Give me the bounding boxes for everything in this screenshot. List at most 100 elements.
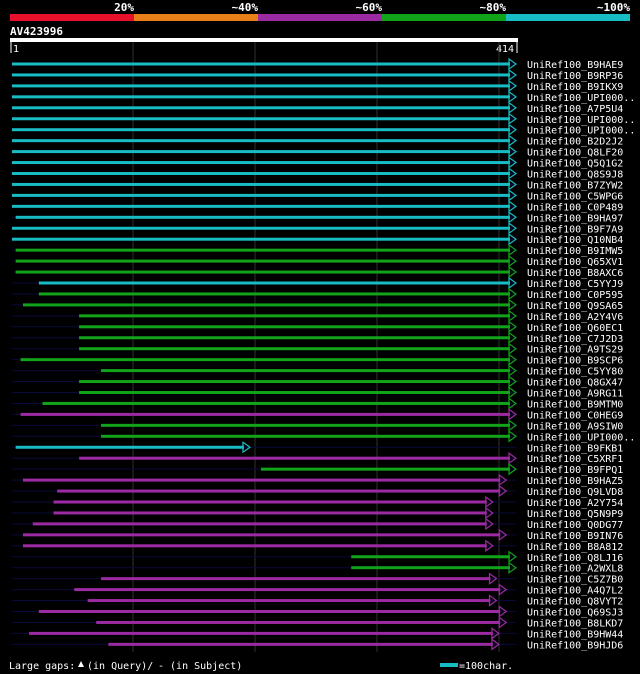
hit-alignment-bar[interactable] — [101, 423, 510, 427]
hit-label[interactable]: UniRef100_C5XRF1 — [527, 454, 623, 465]
hit-label[interactable]: UniRef100_B8LKD7 — [527, 618, 623, 629]
hit-row[interactable]: UniRef100_B9IMW5 — [12, 243, 623, 257]
hit-label[interactable]: UniRef100_C0HEG9 — [527, 410, 623, 421]
hit-label[interactable]: UniRef100_B2D2J2 — [527, 137, 623, 148]
hit-label[interactable]: UniRef100_C5Z7B0 — [527, 575, 623, 586]
hit-alignment-bar[interactable] — [12, 226, 510, 230]
hit-label[interactable]: UniRef100_B8AXC6 — [527, 268, 623, 279]
hit-label[interactable]: UniRef100_B9HW44 — [527, 629, 623, 640]
hit-alignment-bar[interactable] — [12, 106, 510, 110]
hit-row[interactable]: UniRef100_B7ZYW2 — [12, 178, 623, 191]
hit-row[interactable]: UniRef100_B9FKB1 — [12, 441, 623, 454]
hit-row[interactable]: UniRef100_Q8GX47 — [12, 375, 623, 389]
hit-row[interactable]: UniRef100_Q8S9J8 — [12, 167, 623, 181]
hit-alignment-bar[interactable] — [108, 642, 493, 646]
hit-row[interactable]: UniRef100_Q8VYT2 — [12, 594, 623, 608]
hit-row[interactable]: UniRef100_Q69SJ3 — [12, 605, 623, 619]
hit-row[interactable]: UniRef100_Q0DG77 — [12, 517, 623, 531]
hit-row[interactable]: UniRef100_C0HEG9 — [12, 408, 623, 421]
hit-alignment-bar[interactable] — [351, 566, 510, 570]
hit-label[interactable]: UniRef100_B9HAE9 — [527, 60, 623, 71]
hit-label[interactable]: UniRef100_Q69SJ3 — [527, 608, 623, 619]
hit-alignment-bar[interactable] — [32, 522, 487, 526]
hit-label[interactable]: UniRef100_Q60EC1 — [527, 323, 623, 334]
hit-alignment-bar[interactable] — [15, 259, 511, 263]
hit-alignment-bar[interactable] — [87, 599, 491, 603]
hit-alignment-bar[interactable] — [74, 588, 501, 592]
hit-alignment-bar[interactable] — [79, 325, 510, 329]
hit-row[interactable]: UniRef100_Q10NB4 — [12, 233, 623, 246]
hit-row[interactable]: UniRef100_B8LKD7 — [12, 616, 623, 629]
hit-alignment-bar[interactable] — [260, 467, 510, 471]
hit-row[interactable]: UniRef100_C5YYJ9 — [12, 276, 623, 290]
hit-label[interactable]: UniRef100_UPI000.. — [527, 115, 635, 126]
hit-row[interactable]: UniRef100_UPI000.. — [12, 90, 635, 104]
hit-alignment-bar[interactable] — [12, 84, 510, 88]
hit-row[interactable]: UniRef100_Q8LF20 — [12, 145, 623, 159]
hit-label[interactable]: UniRef100_B9FPQ1 — [527, 465, 623, 476]
hit-row[interactable]: UniRef100_B9SCP6 — [12, 353, 623, 367]
hit-label[interactable]: UniRef100_C5YY80 — [527, 367, 623, 378]
hit-alignment-bar[interactable] — [101, 434, 510, 438]
hit-label[interactable]: UniRef100_Q65XV1 — [527, 257, 623, 268]
hit-row[interactable]: UniRef100_B2D2J2 — [12, 134, 623, 148]
hit-alignment-bar[interactable] — [79, 347, 510, 351]
hit-label[interactable]: UniRef100_Q8VYT2 — [527, 597, 623, 608]
hit-label[interactable]: UniRef100_Q10NB4 — [527, 235, 623, 246]
hit-label[interactable]: UniRef100_B9SCP6 — [527, 356, 623, 367]
hit-label[interactable]: UniRef100_Q9LVD8 — [527, 487, 623, 498]
hit-label[interactable]: UniRef100_Q0DG77 — [527, 520, 623, 531]
hit-label[interactable]: UniRef100_C5WPG6 — [527, 191, 623, 202]
hit-label[interactable]: UniRef100_A2WXL8 — [527, 564, 623, 575]
hit-row[interactable]: UniRef100_C7J2D3 — [12, 331, 623, 345]
hit-label[interactable]: UniRef100_B9IMW5 — [527, 246, 623, 257]
hit-row[interactable]: UniRef100_A9SIW0 — [12, 419, 623, 432]
hit-alignment-bar[interactable] — [42, 401, 510, 405]
hit-label[interactable]: UniRef100_B9IKX9 — [527, 82, 623, 93]
hit-alignment-bar[interactable] — [12, 172, 510, 175]
hit-alignment-bar[interactable] — [12, 204, 510, 208]
hit-label[interactable]: UniRef100_A2Y754 — [527, 498, 623, 509]
hit-row[interactable]: UniRef100_UPI000.. — [12, 123, 635, 137]
hit-label[interactable]: UniRef100_UPI000.. — [527, 126, 635, 137]
hit-label[interactable]: UniRef100_B9IN76 — [527, 531, 623, 542]
hit-label[interactable]: UniRef100_Q8LJ16 — [527, 553, 623, 564]
hit-alignment-bar[interactable] — [79, 391, 510, 394]
hit-row[interactable]: UniRef100_Q65XV1 — [12, 254, 623, 268]
hit-label[interactable]: UniRef100_B8A812 — [527, 542, 623, 553]
hit-alignment-bar[interactable] — [79, 380, 510, 384]
hit-label[interactable]: UniRef100_B9HA97 — [527, 213, 623, 224]
hit-alignment-bar[interactable] — [57, 489, 501, 493]
hit-label[interactable]: UniRef100_A9RG11 — [527, 389, 623, 400]
hit-alignment-bar[interactable] — [12, 161, 510, 165]
hit-row[interactable]: UniRef100_A2Y754 — [12, 495, 623, 509]
hit-label[interactable]: UniRef100_Q8S9J8 — [527, 170, 623, 181]
hit-alignment-bar[interactable] — [79, 456, 510, 460]
hit-row[interactable]: UniRef100_B9F7A9 — [12, 222, 623, 235]
hit-label[interactable]: UniRef100_B9HAZ5 — [527, 476, 623, 487]
hit-row[interactable]: UniRef100_A2Y4V6 — [12, 309, 623, 323]
hit-row[interactable]: UniRef100_A2WXL8 — [12, 561, 623, 575]
hit-label[interactable]: UniRef100_B9F7A9 — [527, 224, 623, 235]
hit-row[interactable]: UniRef100_A4Q7L2 — [12, 583, 623, 597]
hit-row[interactable]: UniRef100_B9HJD6 — [12, 638, 623, 651]
hit-row[interactable]: UniRef100_Q8LJ16 — [12, 550, 623, 564]
hit-alignment-bar[interactable] — [12, 73, 510, 77]
hit-alignment-bar[interactable] — [22, 303, 510, 307]
hit-alignment-bar[interactable] — [15, 215, 511, 219]
hit-row[interactable]: UniRef100_B9IN76 — [12, 528, 623, 542]
hit-label[interactable]: UniRef100_C5YYJ9 — [527, 279, 623, 290]
hit-alignment-bar[interactable] — [20, 358, 511, 362]
hit-alignment-bar[interactable] — [12, 150, 510, 154]
hit-alignment-bar[interactable] — [29, 631, 493, 635]
hit-row[interactable]: UniRef100_B9HW44 — [12, 627, 623, 640]
hit-alignment-bar[interactable] — [22, 533, 501, 537]
hit-alignment-bar[interactable] — [12, 182, 510, 186]
hit-row[interactable]: UniRef100_C5XRF1 — [12, 452, 623, 465]
hit-row[interactable]: UniRef100_A7P5U4 — [12, 101, 623, 115]
hit-alignment-bar[interactable] — [15, 248, 511, 252]
hit-row[interactable]: UniRef100_Q9LVD8 — [12, 484, 623, 498]
hit-label[interactable]: UniRef100_A2Y4V6 — [527, 312, 623, 323]
hit-alignment-bar[interactable] — [15, 445, 244, 449]
hit-row[interactable]: UniRef100_A9RG11 — [12, 386, 623, 400]
